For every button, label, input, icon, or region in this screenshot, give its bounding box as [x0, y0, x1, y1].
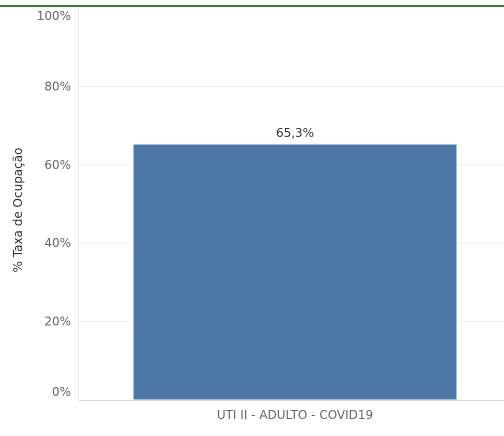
- y-axis-tick-labels: 0% 20% 40% 60% 80% 100%: [37, 9, 71, 399]
- top-rule: [0, 5, 504, 7]
- x-tick-label: UTI II - ADULTO - COVID19: [217, 408, 373, 422]
- x-axis-category-labels: UTI II - ADULTO - COVID19: [217, 408, 373, 422]
- bar-value-label: 65,3%: [276, 126, 314, 140]
- y-tick-label: 40%: [44, 236, 71, 250]
- y-tick-label: 0%: [52, 385, 71, 399]
- y-tick-label: 100%: [37, 9, 71, 23]
- y-tick-label: 80%: [44, 79, 71, 93]
- bars: [132, 143, 458, 401]
- data-labels: 65,3%: [276, 126, 314, 140]
- y-axis-title: % Taxa de Ocupação: [11, 148, 25, 273]
- y-tick-label: 20%: [44, 315, 71, 329]
- y-tick-label: 60%: [44, 158, 71, 172]
- bar: [132, 143, 458, 401]
